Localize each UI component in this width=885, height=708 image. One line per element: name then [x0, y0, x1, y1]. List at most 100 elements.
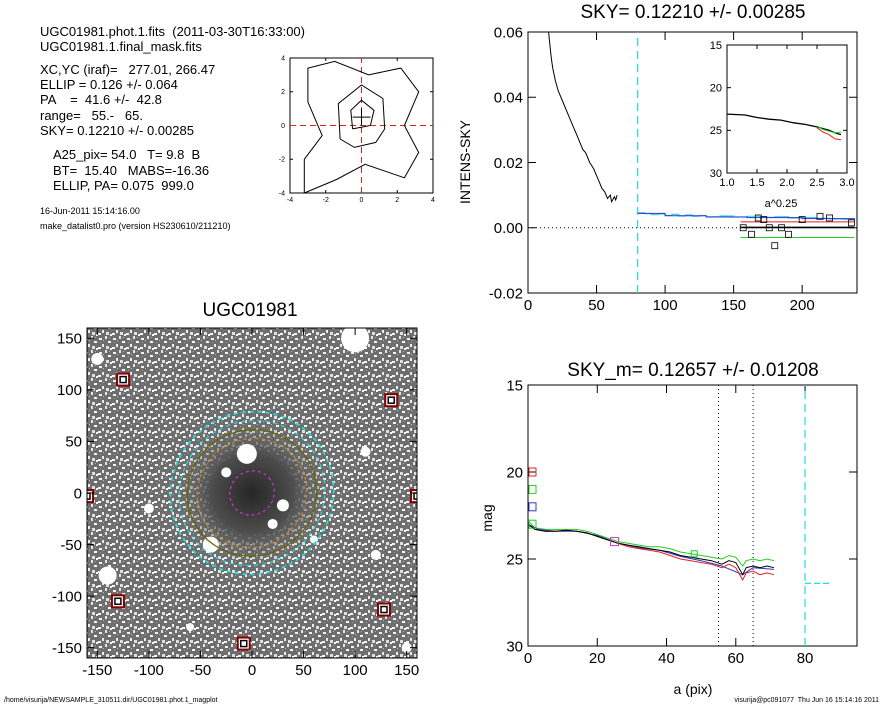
sky-square-point [739, 224, 747, 232]
contour-xtick-label: -2 [323, 197, 329, 204]
image-panel-title: UGC01981 [202, 300, 297, 321]
header-range: range= 55.- 65. [40, 108, 143, 123]
sky-square-point [785, 230, 792, 238]
masked-star-box [110, 594, 125, 609]
mag-series-red [527, 523, 775, 581]
mag-profile-plot: 0 20 40 60 80 15 20 25 30 [506, 377, 858, 667]
mag-panel-title: SKY_m= 0.12657 +/- 0.01208 [567, 360, 818, 381]
masked-star-core [413, 492, 417, 500]
sky-step-blue [637, 212, 855, 220]
contour-plot: -4 -2 0 2 4 -4 -2 0 2 4 [279, 55, 435, 204]
contour-ytick-label: -4 [279, 190, 285, 197]
inset-ytick-label: 30 [710, 168, 722, 180]
masked-region [98, 566, 117, 585]
inset-profile-plot: 1.0 1.5 2.0 2.5 3.0 15 20 25 30 [710, 40, 855, 189]
inset-xlabel: a^0.25 [765, 198, 798, 210]
sky-ytick-label: 0.04 [494, 90, 523, 107]
masked-region [236, 443, 257, 464]
masked-star-box [384, 393, 399, 408]
mag-series-green [527, 520, 775, 567]
inset-ytick-label: 15 [710, 40, 722, 52]
inset-xtick-label: 2.5 [809, 177, 824, 189]
masked-region [370, 549, 381, 560]
contour-xtick-label: 0 [360, 197, 364, 204]
mag-frame [527, 384, 858, 647]
contour-line [303, 60, 420, 194]
inset-series-green [816, 125, 842, 134]
masked-star-box [377, 602, 391, 617]
sky-ylabel: INTENS-SKY [457, 119, 473, 204]
sky-square-point [848, 219, 855, 227]
header-program: make_datalist0.pro (version HS230610/211… [40, 221, 231, 231]
image-xtick-label: 150 [394, 662, 419, 679]
mag-xtick-label: 60 [727, 650, 744, 667]
masked-star-core [119, 375, 127, 384]
sky-square-point [798, 216, 806, 223]
mag-ytick-label: 25 [506, 551, 523, 568]
header-sky: SKY= 0.12210 +/- 0.00285 [40, 123, 194, 138]
ellipse-mid [196, 437, 308, 549]
sky-square-point [760, 216, 768, 223]
contour-ytick-label: -2 [279, 157, 285, 164]
inset-xtick-label: 2.0 [779, 177, 794, 189]
mag-xtick-label: 80 [797, 650, 814, 667]
header-a25: A25_pix= 54.0 T= 9.8 B [53, 147, 201, 162]
image-ytick-label: 50 [65, 434, 82, 451]
masked-region [202, 536, 219, 553]
image-ytick-label: 100 [57, 382, 82, 399]
contour-ytick-label: 2 [281, 89, 285, 96]
image-xtick-label: 50 [295, 662, 312, 679]
image-xtick-label: -150 [82, 662, 112, 679]
mag-xlabel: a (pix) [674, 681, 713, 697]
mag-xtick-label: 0 [524, 650, 532, 667]
mag-ytick-label: 20 [506, 464, 523, 481]
contour-ytick-label: 0 [281, 123, 285, 130]
masked-star-box [116, 372, 131, 387]
inset-series-black [726, 113, 842, 136]
header-pa: PA = 41.6 +/- 42.8 [40, 92, 162, 107]
header-filename: UGC01981.phot.1.fits (2011-03-30T16:33:0… [40, 24, 305, 39]
ellipse-sky-inner [178, 419, 326, 567]
image-xtick-label: -50 [190, 662, 212, 679]
image-xtick-label: 0 [248, 662, 256, 679]
mag-left-marker-blue [528, 502, 537, 512]
mag-ylabel: mag [479, 504, 495, 531]
masked-region [341, 328, 370, 353]
contour-xtick-label: 4 [431, 197, 435, 204]
mag-left-marker-green [528, 484, 537, 494]
masked-region [221, 467, 232, 478]
sky-xtick-label: 200 [790, 297, 815, 314]
sky-ytick-label: -0.02 [489, 285, 523, 302]
mag-green-marker [690, 550, 698, 558]
sky-profile-plot: 0 50 100 150 200 -0.02 0.00 0.02 0.04 0.06 [489, 24, 858, 314]
masked-region [401, 642, 412, 653]
masked-star-core [387, 396, 395, 404]
image-xtick-label: -100 [134, 662, 164, 679]
header-maskfile: UGC01981.1.final_mask.fits [40, 39, 202, 54]
mag-series-blue [527, 523, 774, 576]
contour-line [350, 99, 375, 130]
sky-profile-line [548, 31, 618, 204]
galaxy-body [177, 421, 327, 565]
inset-xtick-label: 1.5 [749, 177, 764, 189]
sky-xtick-label: 150 [721, 297, 746, 314]
header-bt: BT= 15.40 MABS=-16.36 [53, 163, 210, 178]
mag-ytick-label: 30 [506, 638, 523, 655]
ellipse-inner [229, 470, 275, 516]
mag-left-marker-green [528, 519, 537, 529]
mag-xtick-label: 40 [658, 650, 675, 667]
inset-background [727, 45, 847, 173]
header-ellip-pa: ELLIP, PA= 0.075 999.0 [53, 178, 194, 193]
ellipse-a25 [186, 429, 318, 557]
footer-user: visurija@pc091077 Thu Jun 16 15:14:16 20… [734, 697, 879, 704]
sky-square-point [754, 214, 762, 222]
sky-square-point [816, 212, 824, 220]
masked-region [309, 535, 318, 544]
mag-series-black [527, 523, 775, 576]
masked-star-core [380, 605, 388, 614]
sky-ytick-label: 0.00 [494, 220, 523, 237]
contour-xtick-label: -4 [287, 197, 293, 204]
contour-line [337, 84, 386, 148]
sky-square-point [748, 230, 755, 238]
